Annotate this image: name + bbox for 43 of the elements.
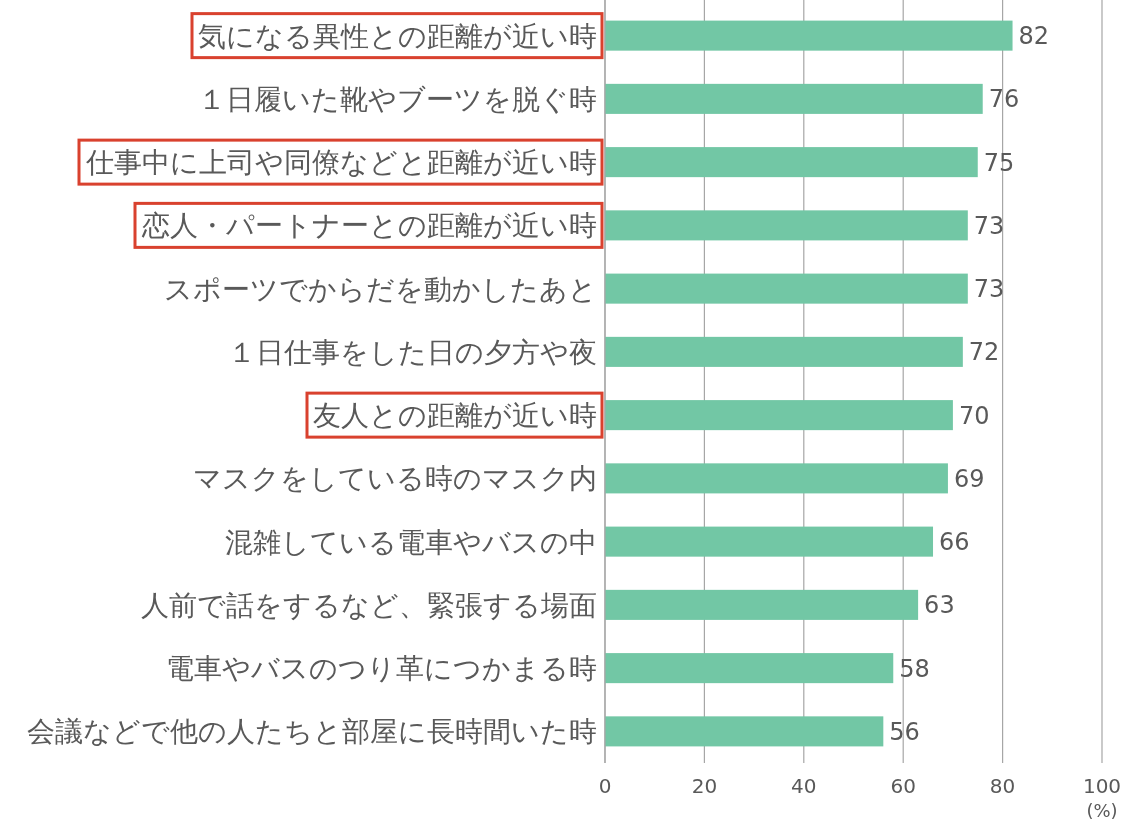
y-tick-label: １日履いた靴やブーツを脱ぐ時	[198, 82, 597, 116]
bar	[605, 147, 978, 178]
data-label: 66	[939, 528, 970, 557]
bar	[605, 589, 919, 620]
x-tick-label: 100	[1082, 774, 1121, 798]
data-label: 73	[973, 275, 1005, 304]
y-tick-label: 会議などで他の人たちと部屋に長時間いた時	[27, 715, 597, 749]
x-tick-label: 20	[691, 774, 718, 798]
data-label: 56	[889, 717, 920, 746]
y-tick-label: 人前で話をするなど、緊張する場面	[141, 588, 597, 622]
y-tick-label: スポーツでからだを動かしたあと	[164, 272, 597, 306]
y-tick-label: 友人との距離が近い時	[313, 399, 597, 433]
y-tick-label: 仕事中に上司や同僚などと距離が近い時	[85, 146, 597, 180]
data-label: 58	[899, 654, 930, 683]
y-tick-label: 混雑している電車やバスの中	[225, 525, 597, 559]
y-tick-label: マスクをしている時のマスク内	[193, 462, 597, 496]
data-label: 76	[988, 85, 1020, 114]
bar	[605, 716, 884, 747]
bar	[605, 463, 948, 494]
x-tick-label: 80	[989, 774, 1016, 798]
bar	[605, 273, 968, 304]
bar	[605, 83, 983, 114]
bar	[605, 210, 968, 241]
x-tick-label: 0	[598, 774, 612, 798]
data-label: 70	[958, 401, 990, 430]
bar	[605, 653, 894, 684]
x-tick-label: 60	[890, 774, 916, 798]
bar	[605, 20, 1013, 51]
data-label: 69	[953, 464, 985, 493]
data-label: 63	[924, 591, 955, 620]
x-axis-title: (%)	[1086, 800, 1118, 821]
y-tick-label: 恋人・パートナーとの距離が近い時	[141, 209, 597, 243]
y-tick-label: 電車やバスのつり革につかまる時	[166, 652, 597, 686]
y-tick-label: 気になる異性との距離が近い時	[198, 19, 597, 53]
data-label: 73	[973, 211, 1005, 240]
bar	[605, 400, 953, 431]
bar	[605, 336, 963, 367]
data-label: 75	[983, 148, 1015, 177]
data-label: 72	[968, 338, 1000, 367]
data-label: 82	[1018, 22, 1050, 51]
bar	[605, 526, 934, 557]
x-tick-label: 40	[791, 774, 817, 798]
y-tick-label: １日仕事をした日の夕方や夜	[228, 335, 597, 369]
